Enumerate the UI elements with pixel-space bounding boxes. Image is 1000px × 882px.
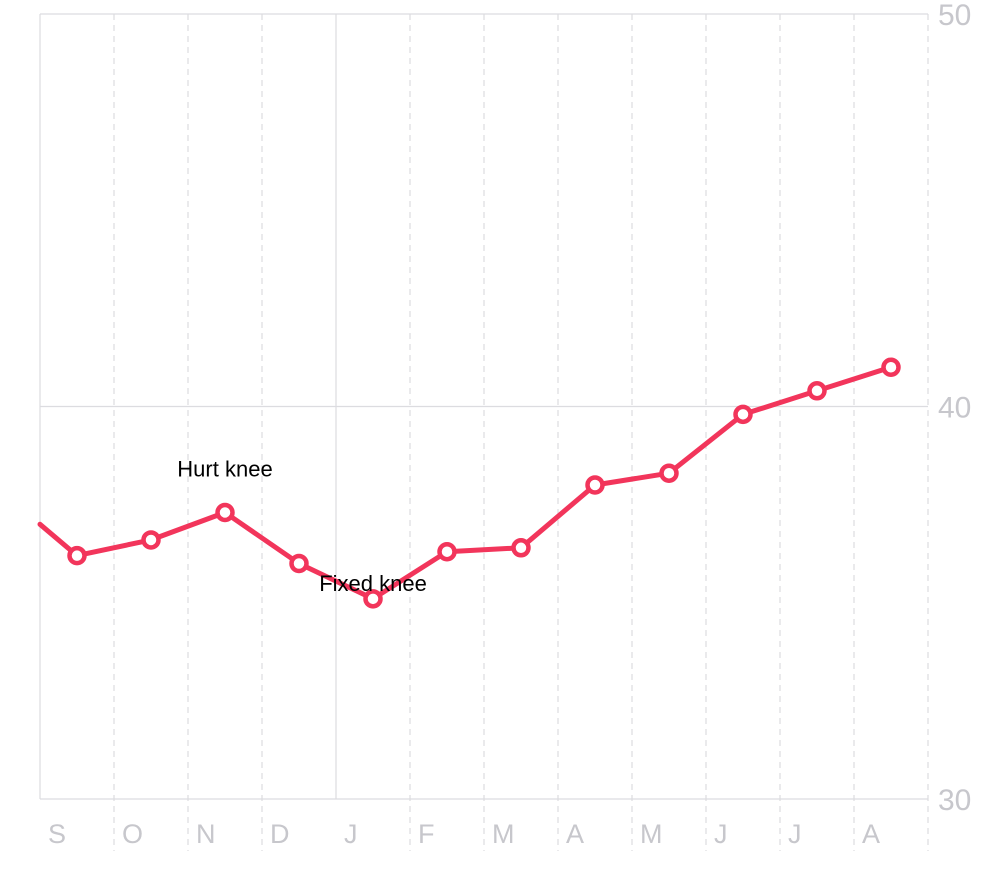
data-point[interactable] [659,463,679,483]
data-point[interactable] [437,541,457,562]
data-point[interactable] [733,404,753,425]
data-point[interactable] [881,357,901,377]
data-points [67,357,901,609]
x-tick-label: A [862,819,880,849]
data-point[interactable] [215,502,235,523]
y-tick-label: 30 [938,784,971,817]
x-tick-label: A [566,819,584,849]
data-point[interactable] [585,475,605,495]
data-point[interactable] [67,545,87,566]
x-tick-label: J [788,819,802,849]
x-tick-label: N [196,819,216,849]
x-tick-label: S [48,819,66,849]
series-polyline [37,364,894,602]
y-tick-label: 50 [938,0,971,32]
grid-lines [39,13,929,851]
data-point[interactable] [511,538,531,558]
x-tick-label: M [640,819,663,849]
x-tick-label: M [492,819,515,849]
x-tick-label: F [418,819,435,849]
y-tick-label: 40 [938,392,971,425]
data-point[interactable] [363,589,383,609]
x-tick-label: D [270,819,290,849]
x-tick-label: J [714,819,728,849]
annotations: Hurt knee Fixed knee [177,456,427,595]
series-line [37,364,894,602]
x-tick-label: O [122,819,143,849]
x-tick-label: J [344,819,358,849]
annotation-label: Fixed knee [319,571,427,596]
y-axis-ticks: 50 40 30 [938,0,971,817]
data-point[interactable] [141,530,161,550]
annotation-label: Hurt knee [177,456,272,481]
data-point[interactable] [807,381,827,401]
data-point[interactable] [289,553,309,574]
